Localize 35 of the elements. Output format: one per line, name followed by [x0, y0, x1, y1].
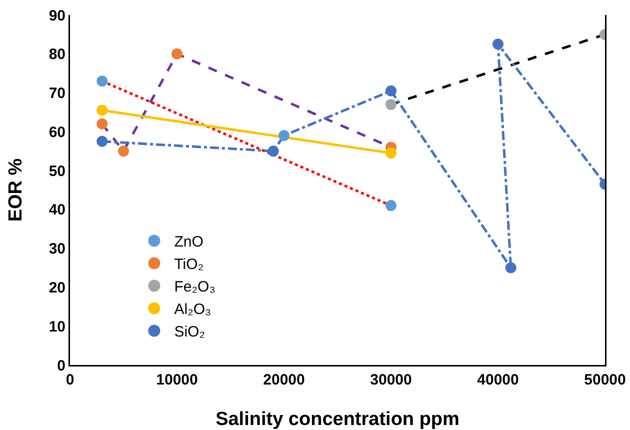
legend-label: SiO₂	[174, 324, 206, 341]
y-tick-label: 20	[48, 279, 66, 296]
legend-label: TiO₂	[174, 256, 204, 274]
legend-label: Al₂O₃	[174, 301, 212, 318]
point	[118, 146, 129, 157]
point	[172, 48, 182, 60]
point	[96, 104, 108, 116]
point	[96, 136, 108, 147]
point	[386, 85, 396, 96]
point	[492, 38, 504, 50]
x-axis-title: Salinity concentration ppm	[216, 409, 460, 430]
y-tick-label: 90	[48, 7, 66, 24]
point	[96, 118, 108, 130]
y-tick-label: 40	[48, 202, 66, 219]
y-tick-label: 70	[48, 85, 66, 102]
point	[278, 130, 290, 142]
y-tick-label: 50	[48, 162, 66, 180]
y-axis-title: EOR %	[6, 158, 26, 222]
x-tick-label: 20000	[263, 372, 305, 388]
x-tick-label: 40000	[477, 372, 519, 388]
x-tick-label: 10000	[156, 372, 198, 388]
x-tick-label: 50000	[584, 372, 626, 388]
y-tick-label: 10	[48, 318, 66, 336]
point	[268, 146, 279, 157]
x-tick-label: 30000	[370, 372, 412, 388]
y-tick-label: 60	[48, 124, 66, 141]
legend-label: Fe₂O₃	[174, 278, 216, 296]
point	[386, 200, 396, 212]
y-tick-label: 80	[48, 46, 66, 64]
y-tick-label: 30	[48, 240, 66, 258]
y-tick-label: 0	[57, 357, 66, 374]
point	[96, 76, 108, 87]
legend-label: ZnO	[174, 234, 204, 251]
point	[505, 262, 516, 274]
point	[386, 148, 396, 159]
